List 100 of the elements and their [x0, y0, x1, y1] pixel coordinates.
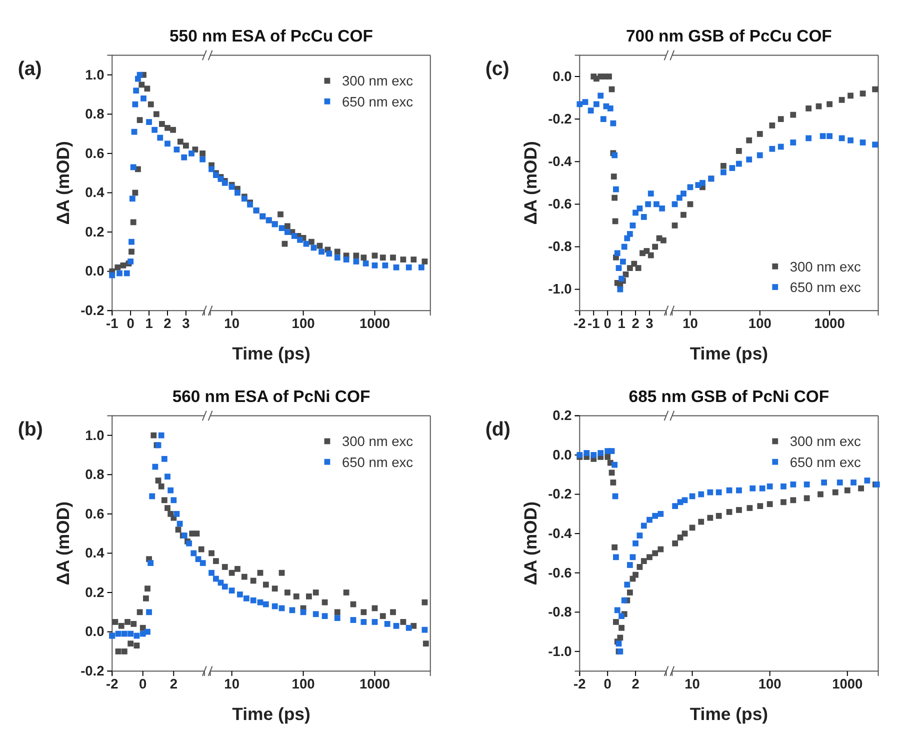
point	[606, 74, 612, 80]
legend-label: 300 nm exc	[342, 434, 414, 450]
point	[582, 99, 588, 105]
point	[168, 487, 174, 494]
point	[124, 619, 130, 625]
point	[635, 265, 642, 271]
x-tick-label: 2	[164, 316, 172, 332]
point	[613, 619, 619, 625]
y-tick-label: 0.0	[85, 264, 105, 279]
x-tick-label: -1	[588, 316, 600, 332]
point	[140, 624, 146, 631]
y-tick-label: -0.2	[80, 303, 105, 318]
point	[621, 597, 628, 604]
point	[138, 82, 145, 88]
legend-label: 300 nm exc	[790, 259, 862, 274]
point	[617, 286, 624, 292]
point	[612, 462, 618, 468]
point	[608, 448, 615, 454]
point	[164, 124, 170, 131]
point	[170, 497, 177, 504]
point	[198, 546, 204, 552]
x-tick-label: 3	[646, 316, 654, 332]
point	[131, 128, 138, 135]
point	[588, 108, 594, 114]
point	[659, 206, 666, 212]
y-tick-label: 1.0	[85, 428, 105, 443]
y-tick-label: -0.2	[548, 111, 572, 126]
y-axis-title: ΔA (mOD)	[52, 502, 73, 586]
point	[624, 582, 630, 588]
x-tick-label: 1	[618, 316, 626, 332]
point	[640, 214, 647, 220]
point	[129, 196, 136, 202]
x-tick-label: 10	[224, 676, 240, 692]
point	[183, 142, 189, 149]
y-tick-label: -0.2	[548, 486, 572, 502]
x-tick-label: 0	[139, 676, 148, 692]
point	[130, 219, 136, 226]
point	[146, 609, 152, 616]
y-tick-label: 0.0	[552, 68, 572, 84]
y-axis-title: ΔA (mOD)	[520, 502, 540, 586]
point	[136, 72, 143, 78]
point	[652, 512, 658, 519]
point	[115, 648, 122, 654]
x-tick-label: 0	[126, 316, 135, 332]
y-tick-label: 0.0	[552, 447, 572, 462]
point	[608, 470, 615, 476]
y-tick-label: -1.0	[548, 644, 572, 659]
x-tick-label: -2	[106, 676, 119, 692]
legend-label: 650 nm exc	[790, 280, 862, 295]
y-tick-label: 0.4	[85, 185, 105, 200]
x-tick-label: 100	[758, 676, 782, 692]
point	[658, 546, 664, 552]
point	[644, 248, 650, 254]
point	[648, 190, 654, 196]
text: (a)	[18, 58, 42, 80]
point	[610, 480, 616, 486]
point	[148, 560, 154, 566]
point	[170, 126, 176, 133]
point	[140, 95, 146, 102]
y-axis-title: ΔA (mOD)	[52, 141, 73, 225]
point	[150, 432, 157, 438]
legend-label: 300 nm exc	[790, 434, 862, 450]
y-tick-label: -0.4	[548, 154, 572, 170]
point	[636, 206, 643, 212]
legend-label: 300 nm exc	[342, 74, 414, 89]
point	[128, 238, 134, 245]
point	[618, 613, 624, 620]
point	[640, 558, 647, 564]
point	[604, 454, 611, 460]
point	[200, 560, 206, 566]
point	[200, 150, 206, 156]
point	[152, 126, 158, 133]
y-tick-label: -0.6	[548, 196, 572, 212]
point	[636, 532, 643, 538]
point	[148, 101, 154, 108]
point	[161, 456, 168, 462]
x-tick-label: -2	[574, 316, 586, 332]
x-tick-label: 2	[632, 676, 640, 692]
point	[149, 493, 156, 500]
point	[116, 270, 122, 276]
point	[121, 648, 128, 654]
point	[120, 262, 126, 268]
point	[157, 134, 164, 141]
x-tick-label: 10	[224, 316, 240, 332]
point	[630, 222, 636, 228]
point	[132, 101, 138, 108]
point	[630, 554, 636, 560]
y-tick-label: -0.8	[548, 239, 572, 254]
point	[621, 244, 628, 250]
point	[190, 550, 197, 556]
x-axis-title: Time (ps)	[232, 344, 310, 364]
point	[174, 510, 180, 517]
point	[590, 452, 597, 458]
x-tick-label: 1000	[814, 316, 846, 332]
point	[136, 117, 143, 123]
point	[646, 516, 652, 523]
point	[626, 590, 633, 596]
point	[134, 642, 140, 648]
y-tick-label: 0.2	[85, 224, 105, 240]
point	[144, 628, 150, 635]
